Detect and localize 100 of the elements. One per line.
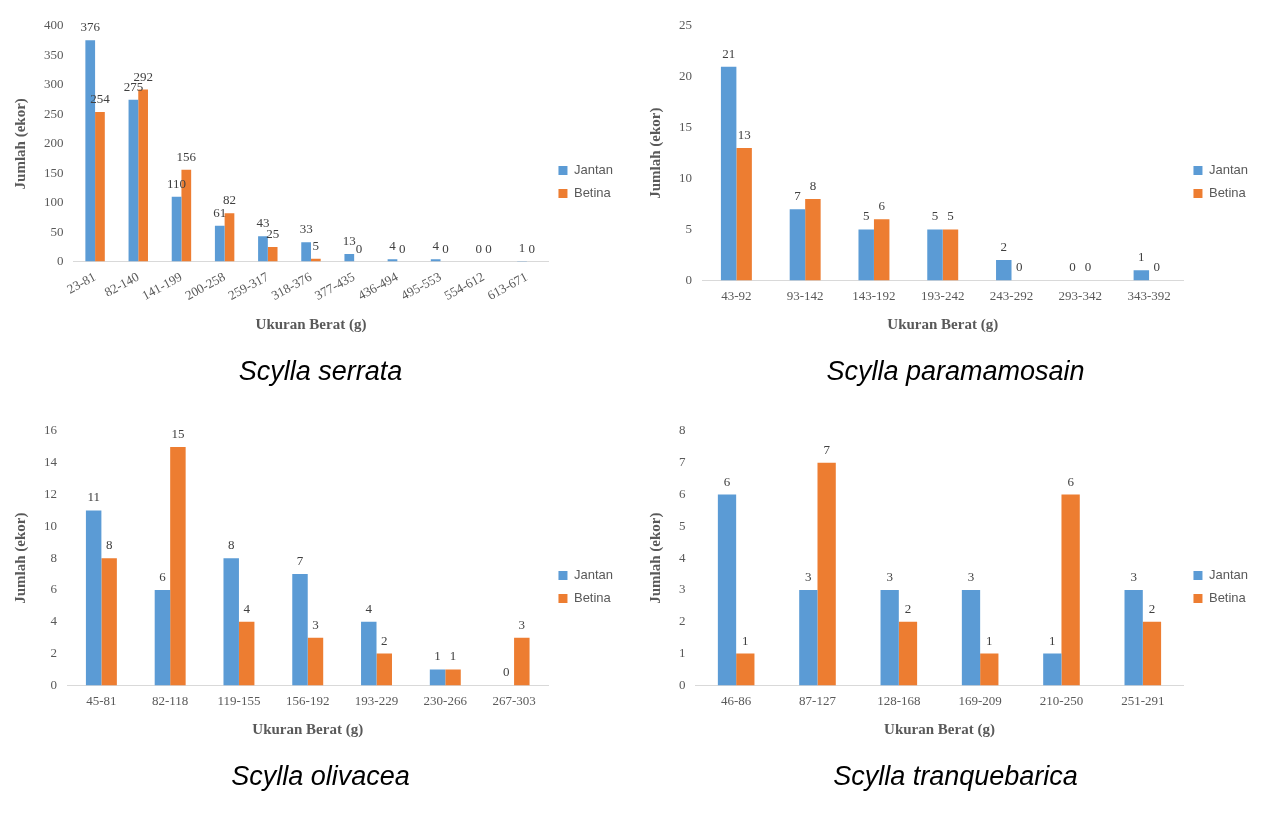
- legend-label: Jantan: [573, 567, 614, 583]
- data-label: 0: [1084, 259, 1092, 275]
- bar: [980, 653, 999, 686]
- data-label: 8: [809, 177, 817, 193]
- bar: [95, 112, 105, 262]
- y-tick-label: 0: [685, 271, 692, 287]
- y-tick-label: 2: [50, 645, 57, 661]
- y-axis-title: Jumlah (ekor): [11, 98, 29, 190]
- bar: [873, 219, 890, 281]
- y-tick-label: 0: [57, 253, 64, 269]
- y-tick-label: 12: [44, 486, 57, 502]
- bar: [238, 621, 255, 686]
- data-label: 13: [342, 232, 356, 248]
- bar: [376, 653, 392, 686]
- y-axis-title: Jumlah (ekor): [646, 107, 664, 199]
- y-tick-label: 200: [44, 135, 64, 151]
- legend-label: Jantan: [1208, 567, 1249, 583]
- y-tick-label: 0: [50, 676, 57, 692]
- y-tick-label: 16: [44, 422, 58, 438]
- bar: [942, 229, 959, 281]
- data-label: 4: [432, 238, 440, 254]
- data-label: 6: [159, 568, 167, 584]
- y-tick-label: 350: [44, 46, 64, 62]
- x-tick-label: 193-229: [354, 692, 399, 708]
- y-tick-label: 10: [679, 170, 692, 186]
- data-label: 7: [823, 441, 831, 457]
- y-tick-label: 150: [44, 164, 64, 180]
- data-label: 6: [878, 198, 886, 214]
- bar: [927, 229, 943, 281]
- bar: [138, 89, 148, 262]
- data-label: 43: [256, 215, 270, 231]
- data-label: 292: [133, 68, 153, 84]
- data-label: 0: [475, 240, 483, 256]
- x-tick-label: 243-292: [989, 287, 1034, 303]
- x-tick-label: 156-192: [286, 692, 330, 708]
- data-label: 0: [355, 240, 363, 256]
- data-label: 5: [312, 237, 320, 253]
- data-label: 0: [1153, 259, 1161, 275]
- data-label: 156: [176, 148, 197, 164]
- bar: [301, 242, 311, 262]
- data-label: 1: [449, 648, 457, 664]
- x-tick-label: 343-392: [1127, 287, 1171, 303]
- bar: [720, 66, 737, 281]
- data-label: 4: [243, 600, 251, 616]
- x-tick-label: 251-291: [1121, 692, 1165, 708]
- data-label: 1: [434, 648, 441, 664]
- data-label: 1: [1049, 632, 1056, 648]
- x-axis-title: Ukuran Berat (g): [887, 315, 999, 333]
- data-label: 0: [503, 664, 510, 680]
- y-tick-label: 5: [679, 517, 686, 533]
- y-tick-label: 7: [679, 454, 686, 470]
- bar: [267, 246, 278, 262]
- bar: [214, 225, 225, 262]
- data-label: 15: [171, 425, 185, 441]
- bar: [880, 590, 899, 686]
- bar: [101, 558, 117, 686]
- data-label: 3: [967, 568, 975, 584]
- data-label: 5: [862, 208, 870, 224]
- y-axis-title: Jumlah (ekor): [646, 512, 664, 604]
- data-label: 6: [723, 473, 731, 489]
- y-tick-label: 8: [50, 549, 57, 565]
- data-label: 7: [296, 553, 304, 569]
- y-tick-label: 4: [679, 549, 686, 565]
- x-tick-label: 119-155: [217, 692, 261, 708]
- data-label: 2: [1148, 600, 1156, 616]
- bar: [1061, 494, 1080, 686]
- bar: [344, 253, 355, 262]
- bar: [223, 558, 239, 686]
- data-label: 3: [886, 568, 893, 584]
- legend-label: Jantan: [573, 162, 614, 178]
- data-label: 2: [904, 600, 912, 616]
- data-label: 6: [1067, 473, 1075, 489]
- bar: [1124, 590, 1143, 686]
- x-axis-title: Ukuran Berat (g): [252, 720, 364, 738]
- data-label: 3: [805, 568, 812, 584]
- data-label: 0: [442, 240, 449, 256]
- bar: [1142, 621, 1162, 686]
- data-label: 3: [1130, 568, 1137, 584]
- x-tick-label: 82-118: [151, 692, 189, 708]
- x-tick-label: 45-81: [86, 692, 117, 708]
- bar: [736, 148, 752, 281]
- y-tick-label: 100: [44, 194, 64, 210]
- bar: [292, 574, 308, 686]
- y-tick-label: 2: [679, 613, 686, 629]
- x-tick-label: 46-86: [720, 692, 752, 708]
- bar: [361, 621, 377, 686]
- bar: [1133, 270, 1150, 281]
- y-tick-label: 50: [50, 223, 64, 239]
- y-tick-label: 10: [44, 517, 57, 533]
- x-tick-label: 210-250: [1039, 692, 1084, 708]
- x-axis-title: Ukuran Berat (g): [255, 315, 367, 333]
- data-label: 2: [381, 632, 388, 648]
- bar: [996, 260, 1012, 281]
- y-tick-label: 0: [679, 676, 686, 692]
- bar: [858, 229, 874, 281]
- bar: [736, 653, 755, 686]
- bar: [429, 669, 446, 686]
- bar: [171, 196, 182, 262]
- y-tick-label: 5: [685, 220, 692, 236]
- x-axis-title: Ukuran Berat (g): [884, 720, 995, 738]
